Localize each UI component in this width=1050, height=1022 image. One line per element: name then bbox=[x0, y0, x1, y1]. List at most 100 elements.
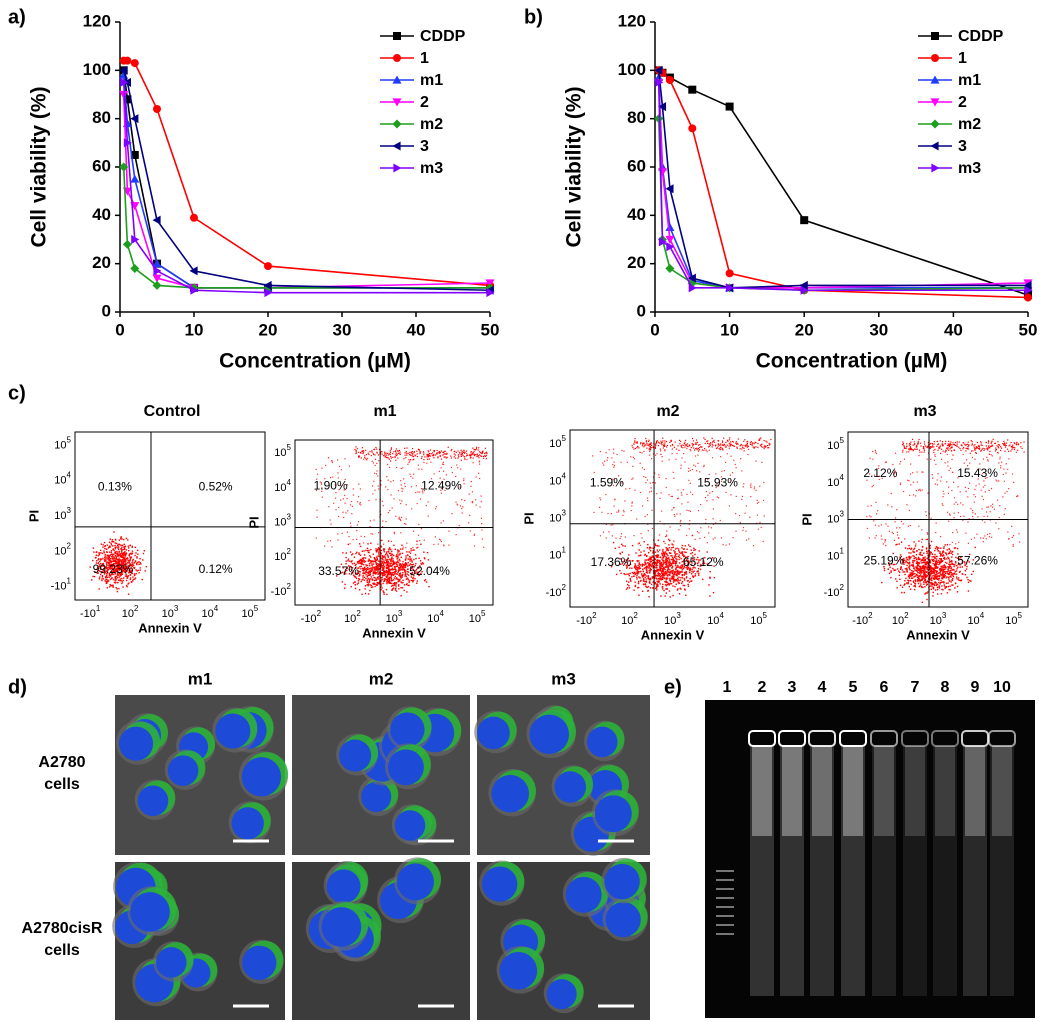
event-dot bbox=[395, 569, 396, 570]
event-dot bbox=[371, 585, 372, 586]
event-dot bbox=[404, 571, 405, 572]
legend-marker bbox=[393, 120, 402, 129]
event-dot bbox=[436, 450, 437, 451]
event-dot bbox=[666, 557, 667, 558]
event-dot bbox=[975, 547, 976, 548]
event-dot bbox=[463, 480, 464, 481]
event-dot bbox=[389, 559, 390, 560]
event-dot bbox=[331, 461, 332, 462]
event-dot bbox=[646, 556, 647, 557]
event-dot bbox=[642, 591, 643, 592]
panel-label: d) bbox=[8, 676, 27, 698]
event-dot bbox=[600, 451, 601, 452]
event-dot bbox=[370, 543, 371, 544]
event-dot bbox=[378, 532, 379, 533]
event-dot bbox=[362, 576, 363, 577]
event-dot bbox=[391, 449, 392, 450]
event-dot bbox=[466, 455, 467, 456]
event-dot bbox=[916, 559, 917, 560]
event-dot bbox=[678, 582, 679, 583]
event-dot bbox=[664, 446, 665, 447]
event-dot bbox=[755, 490, 756, 491]
event-dot bbox=[122, 586, 123, 587]
tick-exponent: 2 bbox=[562, 583, 567, 592]
event-dot bbox=[124, 554, 125, 555]
event-dot bbox=[481, 523, 482, 524]
event-dot bbox=[693, 465, 694, 466]
event-dot bbox=[382, 590, 383, 591]
event-dot bbox=[405, 562, 406, 563]
event-dot bbox=[765, 441, 766, 442]
event-dot bbox=[919, 552, 920, 553]
event-dot bbox=[640, 580, 641, 581]
event-dot bbox=[646, 444, 647, 445]
event-dot bbox=[687, 584, 688, 585]
event-dot bbox=[670, 553, 671, 554]
event-dot bbox=[971, 444, 972, 445]
event-dot bbox=[646, 568, 647, 569]
event-dot bbox=[410, 459, 411, 460]
event-dot bbox=[405, 559, 406, 560]
event-dot bbox=[943, 569, 944, 570]
tick-base: 10 bbox=[549, 475, 561, 487]
event-dot bbox=[407, 571, 408, 572]
event-dot bbox=[593, 512, 594, 513]
event-dot bbox=[763, 541, 764, 542]
event-dot bbox=[407, 554, 408, 555]
event-dot bbox=[377, 570, 378, 571]
event-dot bbox=[693, 548, 694, 549]
event-dot bbox=[640, 492, 641, 493]
event-dot bbox=[875, 525, 876, 526]
series-line bbox=[659, 70, 1028, 288]
event-dot bbox=[684, 578, 685, 579]
event-dot bbox=[933, 572, 934, 573]
event-dot bbox=[667, 588, 668, 589]
event-dot bbox=[382, 575, 383, 576]
event-dot bbox=[409, 556, 410, 557]
event-dot bbox=[695, 466, 696, 467]
marker bbox=[666, 76, 674, 84]
event-dot bbox=[675, 568, 676, 569]
event-dot bbox=[395, 582, 396, 583]
event-dot bbox=[408, 558, 409, 559]
event-dot bbox=[401, 484, 402, 485]
event-dot bbox=[942, 565, 943, 566]
event-dot bbox=[696, 444, 697, 445]
event-dot bbox=[949, 586, 950, 587]
event-dot bbox=[478, 455, 479, 456]
event-dot bbox=[143, 553, 144, 554]
event-dot bbox=[412, 448, 413, 449]
event-dot bbox=[417, 453, 418, 454]
event-dot bbox=[643, 571, 644, 572]
event-dot bbox=[391, 580, 392, 581]
event-dot bbox=[388, 454, 389, 455]
event-dot bbox=[111, 577, 112, 578]
event-dot bbox=[641, 452, 642, 453]
event-dot bbox=[682, 581, 683, 582]
event-dot bbox=[107, 579, 108, 580]
event-dot bbox=[111, 556, 112, 557]
event-dot bbox=[366, 459, 367, 460]
event-dot bbox=[643, 581, 644, 582]
event-dot bbox=[904, 571, 905, 572]
event-dot bbox=[926, 551, 927, 552]
event-dot bbox=[663, 590, 664, 591]
event-dot bbox=[411, 558, 412, 559]
quadrant-percent: 52.04% bbox=[409, 564, 450, 578]
event-dot bbox=[695, 442, 696, 443]
event-dot bbox=[344, 503, 345, 504]
event-dot bbox=[759, 486, 760, 487]
event-dot bbox=[428, 515, 429, 516]
event-dot bbox=[399, 550, 400, 551]
event-dot bbox=[754, 448, 755, 449]
event-dot bbox=[712, 457, 713, 458]
event-dot bbox=[744, 450, 745, 451]
tick-exponent: 2 bbox=[287, 547, 292, 556]
event-dot bbox=[375, 465, 376, 466]
event-dot bbox=[389, 459, 390, 460]
legend-label: 3 bbox=[420, 138, 429, 155]
event-dot bbox=[913, 573, 914, 574]
line-chart: 02040608010012001020304050Concentration … bbox=[28, 11, 500, 372]
event-dot bbox=[911, 584, 912, 585]
event-dot bbox=[682, 569, 683, 570]
